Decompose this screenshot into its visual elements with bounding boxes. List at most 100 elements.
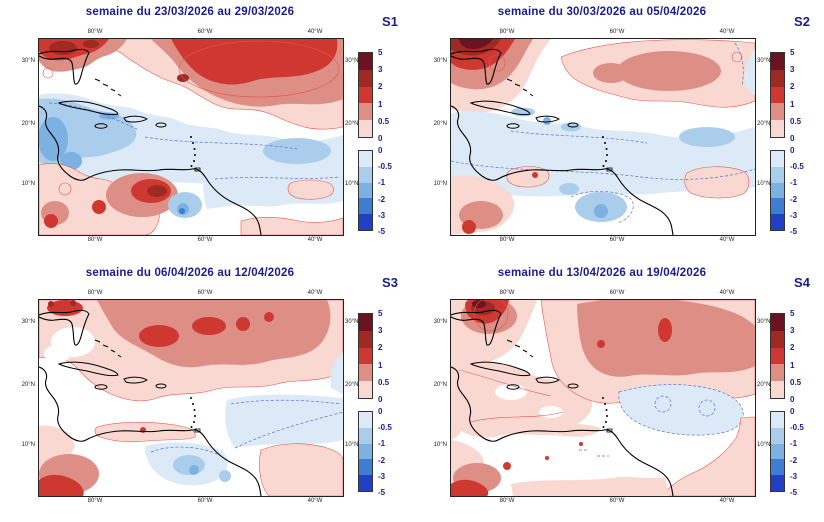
week-tag-label: S3: [382, 275, 398, 290]
colorbar-tick-label: -2: [378, 194, 386, 204]
colorbar-segment: [771, 347, 784, 365]
anomaly-map: [450, 38, 756, 236]
colorbar-tick-label: 2: [378, 82, 383, 92]
colorbar-tick-label: -1: [378, 439, 386, 449]
colorbar-segment: [359, 86, 372, 104]
lon-tick: 60°W: [609, 498, 625, 504]
forecast-panel-s3: semaine du 06/04/2026 au 12/04/2026 S3: [0, 261, 412, 522]
lon-tick: 40°W: [719, 498, 735, 504]
colorbar-segment: [771, 427, 784, 444]
colorbar-segment: [359, 214, 372, 230]
colorbar-segment: [359, 69, 372, 87]
colorbar-tick-label: -2: [790, 455, 798, 465]
colorbar-segment: [359, 151, 372, 167]
colorbar-tick-label: 5: [790, 309, 795, 318]
colorbar-tick-label: -0.5: [378, 162, 392, 172]
week-tag-label: S1: [382, 14, 398, 29]
colorbar-tick-label: -5: [378, 227, 386, 236]
lat-tick: 10°N: [345, 442, 359, 448]
colorbar-segment: [359, 314, 372, 331]
colorbar-tick-label: 1: [378, 360, 383, 370]
colorbar-segment: [359, 364, 372, 382]
anomaly-map: [38, 38, 344, 236]
lat-tick: 10°N: [21, 442, 35, 448]
lon-tick: 40°W: [719, 290, 735, 296]
lat-tick: 10°N: [757, 181, 771, 187]
lat-tick: 20°N: [345, 121, 359, 127]
lat-tick: 10°N: [345, 181, 359, 187]
colorbar-segment: [771, 69, 784, 87]
lat-tick: 10°N: [433, 442, 447, 448]
colorbar-segment: [359, 166, 372, 183]
lon-tick: 40°W: [307, 29, 323, 35]
lat-tick: 30°N: [433, 58, 447, 64]
lat-tick: 30°N: [21, 319, 35, 325]
colorbar-tick-label: 1: [378, 99, 383, 109]
colorbar-tick-label: -5: [378, 488, 386, 497]
week-tag-label: S4: [794, 275, 810, 290]
lat-tick: 30°N: [345, 319, 359, 325]
colorbar-segment: [359, 443, 372, 460]
colorbar-tick-label: -0.5: [378, 423, 392, 433]
lon-tick: 80°W: [499, 498, 515, 504]
lat-tick: 10°N: [757, 442, 771, 448]
colorbar-tick-label: 0: [790, 407, 795, 416]
colorbar-tick-label: -5: [790, 227, 798, 236]
forecast-panel-s2: semaine du 30/03/2026 au 05/04/2026 S2: [412, 0, 824, 261]
colorbar-tick-label: -0.5: [790, 162, 804, 172]
colorbar-tick-label: -3: [378, 210, 386, 220]
colorbar-segment: [359, 347, 372, 365]
lat-tick: 20°N: [21, 382, 35, 388]
colorbar-tick-label: 3: [790, 65, 795, 75]
colorbar-tick-label: 3: [790, 326, 795, 336]
colorbar-segment: [771, 412, 784, 428]
colorbar-tick-label: 2: [790, 82, 795, 92]
colorbar-tick-label: 0: [790, 134, 795, 143]
colorbar-segment: [359, 103, 372, 121]
lon-tick: 60°W: [197, 290, 213, 296]
colorbar-tick-label: -3: [790, 471, 798, 481]
colorbar-tick-label: 3: [378, 326, 383, 336]
colorbar-tick-label: 3: [378, 65, 383, 75]
colorbar-segment: [771, 182, 784, 199]
colorbar-segment: [359, 330, 372, 348]
colorbar-segment: [359, 53, 372, 70]
colorbar-tick-label: 2: [790, 343, 795, 353]
colorbar-tick-label: -5: [790, 488, 798, 497]
colorbar-segment: [771, 120, 784, 137]
colorbar-segment: [771, 214, 784, 230]
lon-tick: 60°W: [197, 498, 213, 504]
lon-tick: 60°W: [609, 290, 625, 296]
colorbar-segment: [771, 381, 784, 398]
colorbar-segment: [359, 412, 372, 428]
colorbar-negative: 0 -0.5 -1 -2 -3 -5: [358, 147, 392, 236]
colorbar-tick-label: 0.5: [378, 116, 390, 126]
colorbar-segment: [359, 198, 372, 215]
lon-tick: 60°W: [609, 237, 625, 243]
colorbar-negative: 0 -0.5 -1 -2 -3 -5: [770, 147, 804, 236]
colorbar-tick-label: -1: [378, 178, 386, 188]
colorbar-tick-label: -0.5: [790, 423, 804, 433]
lon-tick: 80°W: [499, 29, 515, 35]
colorbar-segment: [771, 103, 784, 121]
colorbar-segment: [359, 120, 372, 137]
lat-tick: 30°N: [21, 58, 35, 64]
colorbar-segment: [771, 443, 784, 460]
anomaly-map: [38, 299, 344, 497]
colorbar-tick-label: -3: [378, 471, 386, 481]
colorbar-tick-label: 5: [790, 48, 795, 57]
colorbar-tick-label: -2: [378, 455, 386, 465]
colorbar-tick-label: 0: [790, 395, 795, 404]
colorbar-negative: 0 -0.5 -1 -2 -3 -5: [358, 408, 392, 497]
colorbar-segment: [359, 182, 372, 199]
colorbar-tick-label: 0.5: [790, 377, 802, 387]
colorbar-tick-label: 0: [378, 146, 383, 155]
colorbar-segment: [359, 459, 372, 476]
colorbar-segment: [359, 475, 372, 491]
colorbar-segment: [771, 330, 784, 348]
colorbar-tick-label: 1: [790, 360, 795, 370]
forecast-panel-s1: semaine du 23/03/2026 au 29/03/2026 S1: [0, 0, 412, 261]
lat-tick: 30°N: [757, 58, 771, 64]
lon-tick: 80°W: [87, 29, 103, 35]
